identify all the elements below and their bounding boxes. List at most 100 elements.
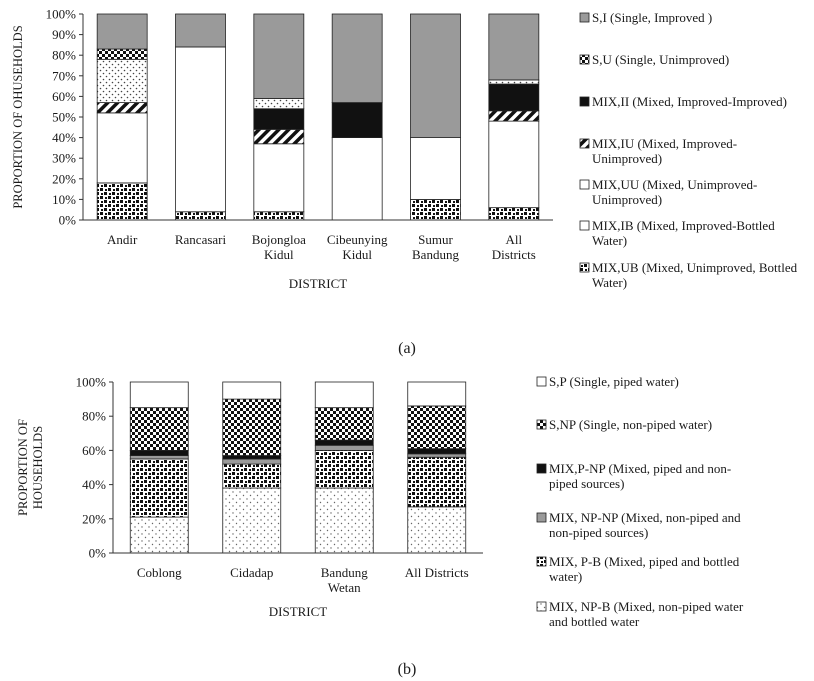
- bar-segment: [129, 516, 189, 554]
- bar-segment: [222, 458, 282, 465]
- bar-segment: [96, 48, 148, 60]
- legend-swatch: [579, 179, 590, 190]
- bar-segment: [129, 381, 189, 409]
- y-tick-label: 80%: [82, 409, 106, 424]
- bar-segment: [96, 102, 148, 114]
- bar-segment: [96, 58, 148, 103]
- bar-segment: [410, 198, 461, 221]
- x-axis-title: DISTRICT: [289, 276, 348, 291]
- bar-segment: [253, 108, 305, 130]
- legend-swatch: [579, 138, 590, 149]
- bar-segment: [175, 13, 226, 48]
- legend-label: Water): [592, 275, 627, 290]
- legend-label: MIX,UU (Mixed, Unimproved-: [592, 177, 757, 192]
- legend-label: water): [549, 569, 582, 584]
- category-label: Bojongloa: [252, 232, 306, 247]
- bar-segment: [129, 458, 189, 518]
- bar-segment: [488, 207, 540, 221]
- category-label: Kidul: [342, 247, 372, 262]
- legend-label: MIX,IB (Mixed, Improved-Bottled: [592, 218, 775, 233]
- bar-segment: [488, 120, 540, 209]
- legend-swatch: [536, 376, 547, 387]
- bar-segment: [129, 407, 189, 451]
- y-tick-label: 0%: [59, 213, 77, 228]
- y-tick-label: 10%: [52, 192, 76, 207]
- legend-swatch: [579, 262, 590, 273]
- legend-swatch: [536, 419, 547, 430]
- bar-segment: [314, 439, 374, 446]
- legend-label: S,P (Single, piped water): [549, 374, 679, 389]
- y-tick-label: 40%: [82, 477, 106, 492]
- y-axis-title: PROPORTION OFHOUSEHOLDS: [16, 419, 45, 516]
- category-label: Cidadap: [230, 565, 273, 580]
- legend-swatch: [579, 220, 590, 231]
- bar-segment: [407, 381, 467, 407]
- legend-swatch: [536, 556, 547, 567]
- legend-label: Unimproved): [592, 192, 662, 207]
- category-label: Rancasari: [175, 232, 227, 247]
- y-tick-label: 80%: [52, 48, 76, 63]
- legend-swatch: [536, 512, 547, 523]
- legend-label: piped sources): [549, 476, 624, 491]
- legend-swatch: [536, 463, 547, 474]
- bar-segment: [253, 98, 305, 110]
- legend-label: Water): [592, 233, 627, 248]
- bar-segment: [488, 83, 540, 112]
- legend-label: MIX,UB (Mixed, Unimproved, Bottled: [592, 260, 798, 275]
- legend-label: and bottled water: [549, 614, 640, 629]
- y-tick-label: 60%: [82, 443, 106, 458]
- bar-segment: [175, 46, 226, 213]
- x-axis-title: DISTRICT: [269, 604, 328, 619]
- panel-a-caption: (a): [398, 340, 416, 357]
- category-label: All Districts: [405, 565, 469, 580]
- legend-label: MIX, P-B (Mixed, piped and bottled: [549, 554, 740, 569]
- y-tick-label: 0%: [89, 546, 107, 561]
- bar-segment: [331, 102, 383, 139]
- legend-label: Unimproved): [592, 151, 662, 166]
- y-tick-label: 100%: [46, 7, 77, 22]
- y-tick-label: 20%: [82, 511, 106, 526]
- legend-label: MIX,II (Mixed, Improved-Improved): [592, 94, 787, 109]
- legend-label: MIX, NP-B (Mixed, non-piped water: [549, 599, 744, 614]
- bar-segment: [96, 112, 148, 184]
- bar-segment: [253, 128, 305, 145]
- y-tick-label: 20%: [52, 171, 76, 186]
- bar-segment: [407, 448, 467, 455]
- y-tick-label: 40%: [52, 130, 76, 145]
- legend-label: S,U (Single, Unimproved): [592, 52, 729, 67]
- bar-segment: [222, 455, 282, 460]
- bar-segment: [488, 79, 540, 85]
- bar-segment: [314, 381, 374, 409]
- y-tick-label: 90%: [52, 27, 76, 42]
- bar-segment: [222, 398, 282, 456]
- legend-label: non-piped sources): [549, 525, 648, 540]
- legend-label: MIX,IU (Mixed, Improved-: [592, 136, 737, 151]
- category-label: Sumur: [418, 232, 453, 247]
- bar-segment: [222, 381, 282, 400]
- bar-segment: [96, 13, 148, 50]
- bar-segment: [407, 456, 467, 508]
- category-label: Andir: [107, 232, 138, 247]
- bar-segment: [410, 137, 461, 200]
- legend-label: S,I (Single, Improved ): [592, 10, 712, 25]
- legend-swatch: [579, 12, 590, 23]
- panel-b-caption: (b): [398, 661, 417, 678]
- category-label: Wetan: [328, 580, 361, 595]
- bar-segment: [410, 13, 461, 138]
- bar-segment: [175, 211, 226, 221]
- bar-segment: [253, 211, 305, 221]
- bar-segment: [331, 137, 383, 221]
- bar-segment: [129, 455, 189, 460]
- bar-segment: [222, 463, 282, 489]
- category-label: Cibeunying: [327, 232, 388, 247]
- legend-label: MIX,P-NP (Mixed, piped and non-: [549, 461, 731, 476]
- legend-swatch: [536, 601, 547, 612]
- y-tick-label: 50%: [52, 110, 76, 125]
- y-tick-label: 60%: [52, 89, 76, 104]
- y-tick-label: 30%: [52, 151, 76, 166]
- bar-segment: [407, 453, 467, 458]
- bar-segment: [253, 143, 305, 213]
- bar-segment: [488, 110, 540, 122]
- y-axis-title: PROPORTION OF OHUSEHOLDS: [11, 25, 25, 208]
- bar-segment: [96, 182, 148, 221]
